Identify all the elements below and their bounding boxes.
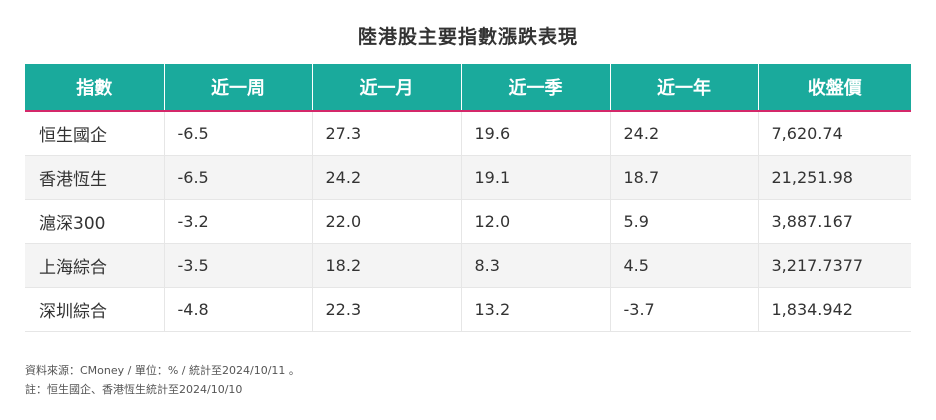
quarter-cell: 19.6 (461, 111, 611, 156)
year-cell: 18.7 (610, 155, 759, 200)
month-cell: 18.2 (312, 243, 462, 288)
index-name-cell: 香港恆生 (25, 155, 165, 200)
source-note: 資料來源：CMoney / 單位：% / 統計至2024/10/11 。 (25, 364, 300, 377)
month-cell: 22.3 (312, 287, 462, 332)
index-name-cell: 滬深300 (25, 199, 165, 244)
close-price-cell: 1,834.942 (758, 287, 911, 332)
header-index: 指數 (25, 64, 165, 112)
index-name-cell: 上海綜合 (25, 243, 165, 288)
close-price-cell: 3,217.7377 (758, 243, 911, 288)
index-name-cell: 恒生國企 (25, 111, 165, 156)
page-title: 陸港股主要指數漲跌表現 (357, 26, 578, 48)
table-row: 恒生國企 -6.5 27.3 19.6 24.2 7,620.74 (25, 111, 911, 156)
month-cell: 24.2 (312, 155, 462, 200)
table-row: 香港恆生 -6.5 24.2 19.1 18.7 21,251.98 (25, 155, 911, 200)
week-cell: -6.5 (164, 155, 313, 200)
year-cell: 5.9 (610, 199, 759, 244)
header-quarter: 近一季 (461, 64, 611, 112)
table-row: 深圳綜合 -4.8 22.3 13.2 -3.7 1,834.942 (25, 287, 911, 332)
quarter-cell: 8.3 (461, 243, 611, 288)
header-month: 近一月 (312, 64, 462, 112)
index-name-cell: 深圳綜合 (25, 287, 165, 332)
header-year: 近一年 (610, 64, 759, 112)
quarter-cell: 19.1 (461, 155, 611, 200)
remark-note: 註：恒生國企、香港恆生統計至2024/10/10 (25, 383, 243, 396)
table-row: 滬深300 -3.2 22.0 12.0 5.9 3,887.167 (25, 199, 911, 244)
week-cell: -3.5 (164, 243, 313, 288)
close-price-cell: 7,620.74 (758, 111, 911, 156)
index-performance-table: 指數 近一周 近一月 近一季 近一年 收盤價 恒生國企 -6.5 27.3 19… (25, 64, 911, 332)
footnotes: 資料來源：CMoney / 單位：% / 統計至2024/10/11 。 註：恒… (25, 361, 300, 399)
header-close-price: 收盤價 (758, 64, 911, 112)
close-price-cell: 3,887.167 (758, 199, 911, 244)
table-row: 上海綜合 -3.5 18.2 8.3 4.5 3,217.7377 (25, 243, 911, 288)
year-cell: -3.7 (610, 287, 759, 332)
table-header-row: 指數 近一周 近一月 近一季 近一年 收盤價 (25, 64, 911, 112)
quarter-cell: 13.2 (461, 287, 611, 332)
year-cell: 4.5 (610, 243, 759, 288)
quarter-cell: 12.0 (461, 199, 611, 244)
week-cell: -3.2 (164, 199, 313, 244)
month-cell: 27.3 (312, 111, 462, 156)
header-week: 近一周 (164, 64, 313, 112)
close-price-cell: 21,251.98 (758, 155, 911, 200)
month-cell: 22.0 (312, 199, 462, 244)
week-cell: -4.8 (164, 287, 313, 332)
year-cell: 24.2 (610, 111, 759, 156)
week-cell: -6.5 (164, 111, 313, 156)
